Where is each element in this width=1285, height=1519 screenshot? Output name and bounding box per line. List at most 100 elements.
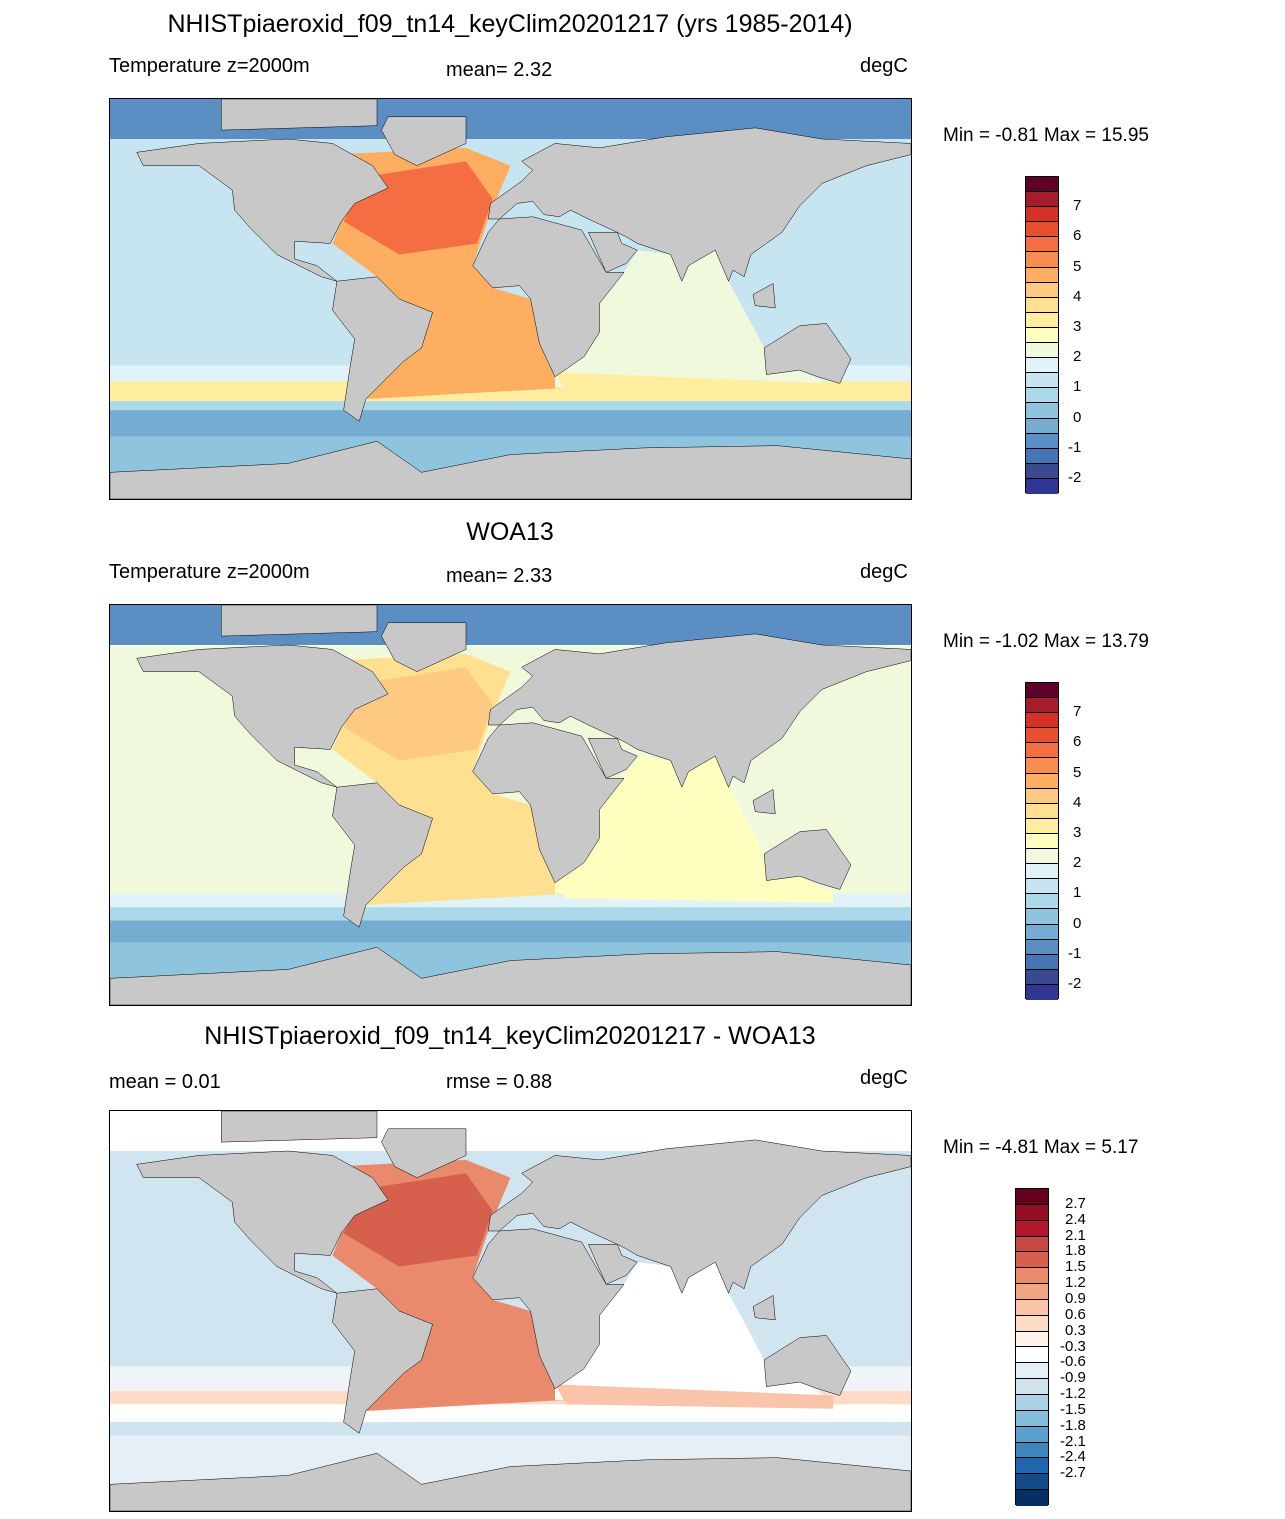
colorbar-swatch [1026,192,1058,208]
land-africa [473,217,624,377]
land-samerica [333,277,433,421]
panel-2-variable-label: Temperature z=2000m [109,561,310,583]
land-africa [473,723,624,883]
colorbar-swatch [1026,743,1058,759]
colorbar-label: 1 [1073,378,1082,396]
colorbar-label: 4 [1073,793,1082,811]
colorbar-swatch [1026,388,1058,404]
land-arctic [221,605,377,636]
colorbar-swatch [1026,924,1058,940]
colorbar-label: 1.2 [1065,1274,1086,1292]
colorbar-swatch [1026,252,1058,268]
colorbar-label: 1.5 [1065,1258,1086,1276]
colorbar-swatch [1026,683,1058,699]
panel-3-units: degC [860,1067,908,1089]
colorbar-swatch [1016,1426,1048,1443]
colorbar-swatch [1026,698,1058,714]
colorbar-swatch [1026,864,1058,880]
colorbar-label: 0 [1073,914,1082,932]
latitude-band [110,907,911,921]
land-eurasia [488,128,911,281]
colorbar-label: -0.3 [1060,1337,1086,1355]
colorbar-swatch [1026,939,1058,955]
colorbar-swatch [1016,1268,1048,1285]
panel-3-minmax: Min = -4.81 Max = 5.17 [943,1137,1139,1158]
latitude-band [110,920,911,943]
colorbar-label: 2 [1073,854,1082,872]
colorbar-label: 1.8 [1065,1242,1086,1260]
land-namerica [137,1151,388,1293]
colorbar-label: -1.5 [1060,1400,1086,1418]
colorbar-swatch [1026,788,1058,804]
colorbar-label: 1 [1073,884,1082,902]
colorbar-label: -2 [1068,974,1082,992]
colorbar-swatch [1026,282,1058,298]
colorbar-label: -2.7 [1060,1464,1086,1482]
colorbar-swatch [1016,1363,1048,1380]
colorbar-label: 2.4 [1065,1210,1086,1228]
latitude-band [110,401,911,411]
panel-1-title: NHISTpiaeroxid_f09_tn14_keyClim20201217 … [167,10,853,38]
panel-2-minmax: Min = -1.02 Max = 13.79 [943,631,1149,652]
colorbar-swatch [1026,894,1058,910]
land-antarctica [110,947,911,1005]
colorbar-label: -2.4 [1060,1448,1086,1466]
panel-3-title: NHISTpiaeroxid_f09_tn14_keyClim20201217 … [204,1022,816,1050]
colorbar-swatch [1026,222,1058,238]
colorbar-swatch [1026,177,1058,193]
panel-2-map [109,604,912,1006]
colorbar-label: -2.1 [1060,1432,1086,1450]
panel-2-units: degC [860,561,908,583]
colorbar-label: 3 [1073,823,1082,841]
colorbar-label: -1.8 [1060,1416,1086,1434]
colorbar-label: 5 [1073,763,1082,781]
colorbar-label: 4 [1073,287,1082,305]
land-australia [764,1335,851,1395]
panel-1-map [109,98,912,500]
panel-2-mean: mean= 2.33 [446,565,553,587]
colorbar-swatch [1026,758,1058,774]
colorbar-swatch [1026,849,1058,865]
colorbar-swatch [1016,1490,1048,1506]
latitude-band [110,1422,911,1436]
colorbar-swatch [1016,1379,1048,1395]
land-antarctica [110,441,911,499]
land-arctic [221,99,377,130]
land-australia [764,829,851,889]
indian-ocean-field [555,756,834,894]
colorbar-swatch [1026,818,1058,834]
colorbar-swatch [1016,1284,1048,1300]
colorbar-label: 7 [1073,197,1082,215]
panel-3-map [109,1110,912,1512]
colorbar-swatch [1026,969,1058,985]
land-africa [473,1229,624,1389]
colorbar-label: -0.6 [1060,1353,1086,1371]
colorbar-swatch [1016,1331,1048,1348]
colorbar-swatch [1016,1474,1048,1491]
colorbar-swatch [1016,1189,1048,1205]
colorbar-label: 2 [1073,348,1082,366]
colorbar-swatch [1026,803,1058,819]
colorbar-label: 0.6 [1065,1305,1086,1323]
land-borneo [753,1295,775,1319]
colorbar-swatch [1026,312,1058,328]
panel-3-mean: mean = 0.01 [109,1071,221,1093]
colorbar-swatch [1026,358,1058,374]
colorbar-swatch [1026,478,1058,494]
colorbar-swatch [1016,1204,1048,1221]
colorbar-label: 0.3 [1065,1321,1086,1339]
colorbar-swatch [1026,207,1058,223]
colorbar-label: 0 [1073,408,1082,426]
indian-ocean-field [555,250,834,388]
panel-1-colorbar [1025,176,1059,494]
colorbar-swatch [1016,1220,1048,1237]
panel-1-units: degC [860,55,908,77]
colorbar-swatch [1016,1236,1048,1253]
land-australia [764,323,851,383]
land-arabia [588,738,637,778]
colorbar-label: 6 [1073,227,1082,245]
land-namerica [137,139,388,281]
indian-ocean-field [555,1262,834,1400]
colorbar-swatch [1026,954,1058,970]
colorbar-label: 2.7 [1065,1194,1086,1212]
